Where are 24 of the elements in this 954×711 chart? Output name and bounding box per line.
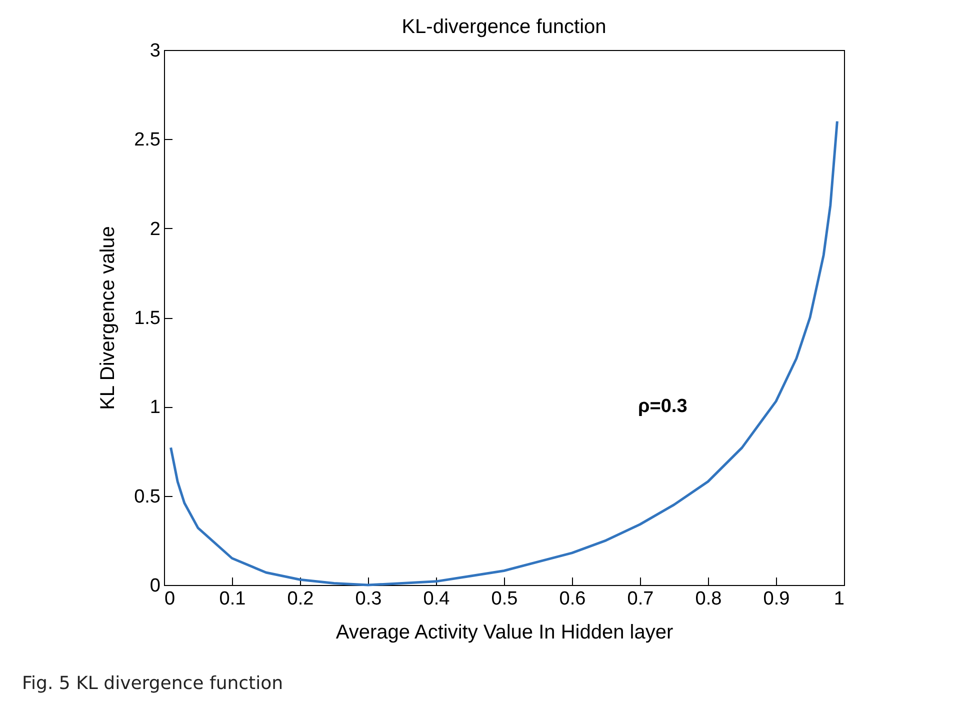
x-tick-label: 0.4 [423, 588, 450, 610]
x-tick-label: 0.8 [695, 588, 722, 610]
x-tick-label: 0 [164, 588, 176, 610]
y-tick-label: 3 [150, 40, 160, 62]
annotation: ρ=0.3 [638, 396, 688, 418]
x-axis-title: Average Activity Value In Hidden layer [336, 622, 674, 644]
caption: Fig. 5 KL divergence function [22, 673, 284, 694]
line-series [170, 120, 838, 586]
y-tick-label: 1 [150, 397, 160, 418]
y-tick-label: 2 [150, 218, 160, 240]
x-tick-label: 1 [834, 588, 844, 610]
y-axis-title: KL Divergence value [97, 226, 120, 410]
y-tick-label: 1.5 [134, 308, 160, 329]
y-tick-label: 0.5 [134, 486, 160, 508]
x-tick-label: 0.5 [491, 588, 518, 610]
chart-title: KL-divergence function [402, 16, 606, 38]
x-tick-label: 0.9 [763, 588, 790, 610]
y-tick-label: 0 [150, 576, 160, 596]
x-tick-label: 0.6 [559, 588, 586, 610]
x-tick-label: 0.7 [627, 588, 654, 610]
y-tick-label: 2.5 [134, 130, 160, 151]
x-tick-label: 0.2 [287, 588, 314, 610]
x-tick-label: 0.3 [355, 588, 382, 610]
x-tick-label: 0.1 [219, 588, 246, 610]
